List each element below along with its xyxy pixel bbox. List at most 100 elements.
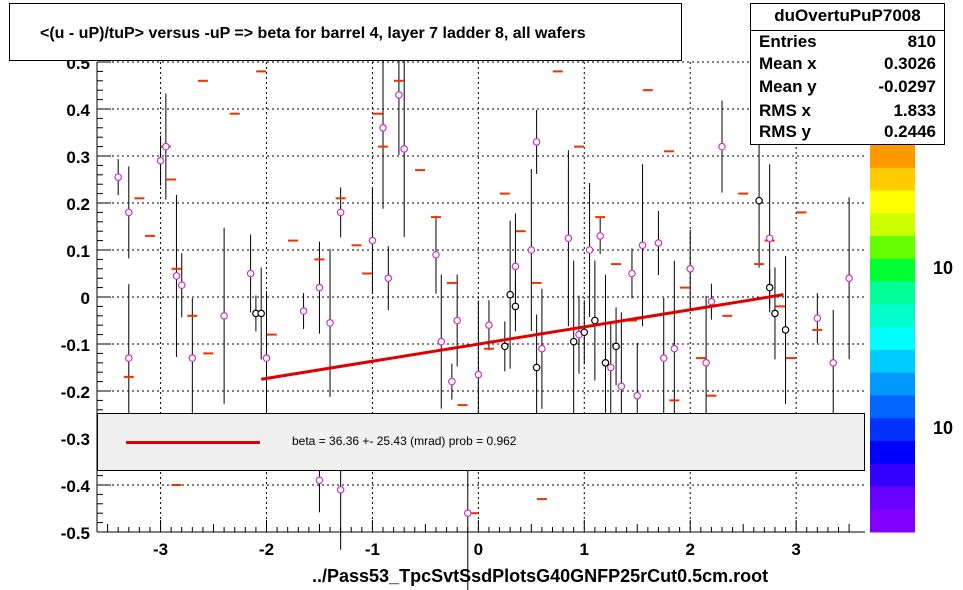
data-point-circle [162,142,170,151]
axes: -3 -2 -1 0 1 2 3 -0.5 -0.4 -0.3 -0.2 -0.1 0 0.1 0.2 0.3… [61,54,865,559]
colorbar-label-lower: 10 [933,418,954,438]
x-tick-label: 0 [474,540,483,559]
data-point-circle [501,342,509,351]
colorbar-segment [870,395,915,419]
stats-label: RMS x [759,101,811,120]
colorbar-segment [870,486,915,510]
x-tick-label: 2 [685,540,694,559]
data-point-circle [718,142,726,151]
colorbar-segment [870,418,915,442]
colorbar-segment [870,236,915,260]
data-point-circle [114,173,122,181]
data-point-circle [506,290,514,299]
data-point-circle [601,358,610,367]
data-point-circle [532,138,541,146]
data-point-circle [432,250,440,259]
colorbar-segment [870,327,915,351]
data-point-circle [326,319,334,327]
data-point-circle [596,232,604,240]
stats-label: Mean y [759,77,817,96]
data-point-circle [569,337,578,346]
data-point-circle [702,358,710,367]
stats-row-rms-y: RMS y 0.2446 [759,122,936,144]
data-point-circle [628,269,636,278]
stats-value: 810 [907,32,936,51]
data-point-circle [633,391,642,400]
data-point-circle [659,354,668,362]
data-point-circle [829,358,838,367]
data-point-circle [299,307,308,315]
data-point-circle [765,283,774,292]
x-tick-label: -3 [153,540,168,559]
y-tick-label: 0 [81,289,90,308]
colorbar-segment [870,349,915,374]
data-point-circle [336,485,345,494]
data-point-circle [527,246,536,254]
stats-row-mean-y: Mean y -0.0297 [759,77,936,99]
data-point-circle [124,208,133,217]
data-point-circle [654,239,663,247]
data-point-circle [511,302,520,311]
chart-title-box: <(u - uP)/tuP> versus -uP => beta for ba… [9,3,682,61]
data-point-circle [474,370,483,379]
data-point-circle [707,297,716,306]
colorbar-segment [870,281,915,305]
y-tick-label: 0.1 [66,242,90,261]
data-point-circle [813,314,822,322]
legend-line-sample [126,441,260,444]
data-point-circle [485,321,493,330]
y-tick-label: -0.3 [61,430,90,449]
data-point-circle [771,309,779,318]
data-point-circle [606,363,615,372]
data-point-circle [511,262,520,271]
colorbar-label-upper: 10 [933,258,954,278]
y-tick-label: 0.4 [66,101,90,120]
data-point-circle [755,196,763,205]
data-point-circle [188,354,197,362]
fit-line-group [260,293,784,381]
data-point-circle [336,208,345,217]
data-point-circle [617,382,626,391]
colorbar-segment [870,509,915,533]
stats-box: duOvertuPuP7008 Entries 810 Mean x 0.302… [750,3,945,145]
stats-label: Mean x [759,54,817,73]
data-point-circle [156,156,165,165]
data-point-circle [765,234,774,243]
data-point-circle [686,264,695,273]
colorbar-segment [870,440,915,465]
stats-label: RMS y [759,122,811,141]
y-tick-label: -0.1 [61,336,90,355]
data-point-circle [453,316,461,325]
data-point-circle [845,274,853,283]
stats-row-entries: Entries 810 [759,32,936,54]
colorbar-segment [870,304,915,328]
data-point-circle [638,241,647,250]
data-point-circle [612,342,620,351]
data-point-circle [177,281,186,290]
data-point-circle [220,311,228,320]
data-point-circle [315,283,324,292]
colorbar-segment [870,213,915,237]
data-point-circle [781,326,790,334]
data-point-circle [384,274,393,283]
data-point-circle [437,337,446,346]
x-axis-label: ../Pass53_TpcSvtSsdPlotsG40GNFP25rCut0.5… [312,566,769,586]
chart-title: <(u - uP)/tuP> versus -uP => beta for ba… [40,25,586,42]
data-point-circle [532,363,541,372]
data-point-circle [670,344,679,353]
stats-value: 0.2446 [884,122,936,141]
data-point-circle [257,309,265,318]
y-tick-label: 0.3 [66,148,90,167]
data-point-circle [538,344,546,353]
data-point-circle [315,476,324,485]
stats-value: 1.833 [893,101,936,120]
fit-line [260,293,784,381]
stats-value: 0.3026 [884,54,936,73]
colorbar-segment [870,190,915,214]
y-tick-label: 0.2 [66,195,90,214]
x-tick-label: -2 [259,540,274,559]
x-tick-label: 3 [791,540,800,559]
data-point-circle [395,91,403,99]
colorbar-segment [870,372,915,396]
